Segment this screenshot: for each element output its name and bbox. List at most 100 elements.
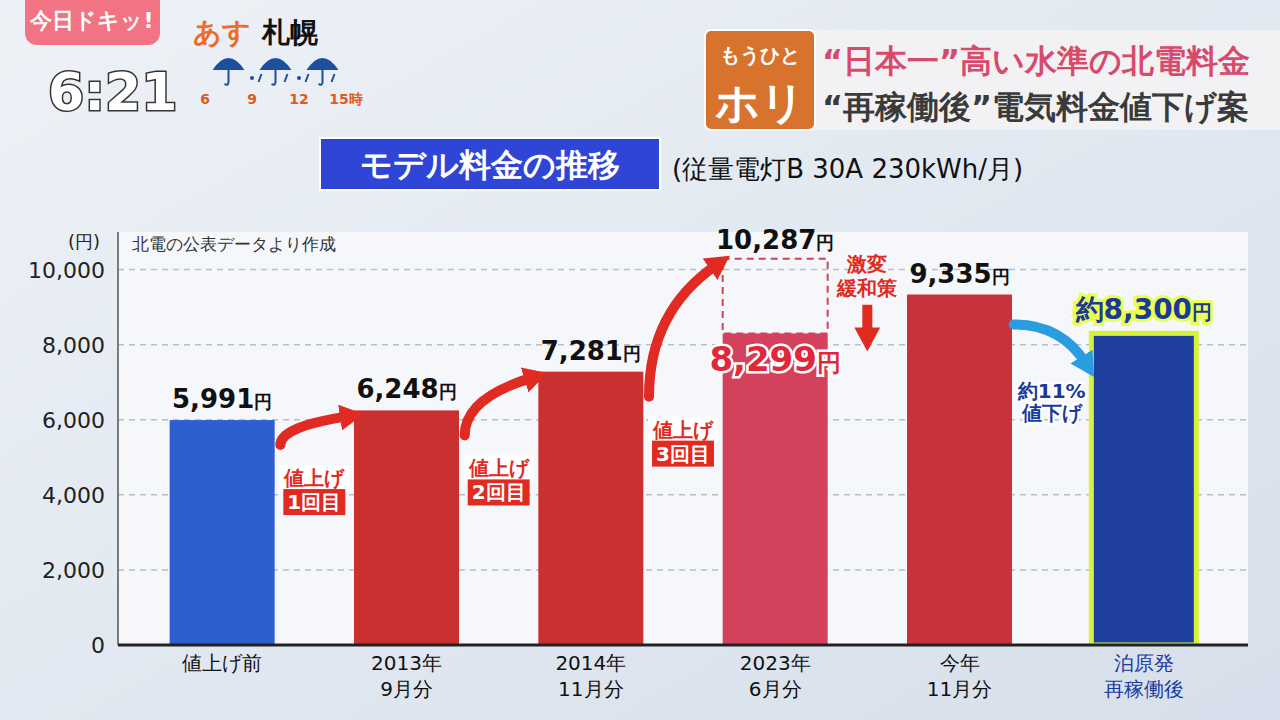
annotation-box xyxy=(468,479,530,505)
grid-line xyxy=(118,569,1248,571)
x-tick-line: 2013年 xyxy=(371,651,442,675)
umbrella-handle xyxy=(225,70,229,85)
annotation-text: 1回目 xyxy=(287,490,341,514)
y-tick-label: 2,000 xyxy=(42,558,105,583)
data-label-unit: 円 xyxy=(817,349,841,377)
rain xyxy=(259,74,288,82)
annotation-box xyxy=(648,417,718,443)
dot xyxy=(250,76,254,80)
corner-box xyxy=(705,30,815,130)
y-tick-label: 0 xyxy=(91,633,105,658)
headline-box xyxy=(815,30,1280,130)
annotation-text: 約11% xyxy=(1017,379,1086,403)
weather-icon xyxy=(306,58,339,85)
annotation-text: 激変 xyxy=(846,252,887,276)
data-label: 約8,300円 xyxy=(1075,293,1213,326)
x-tick-line: 2014年 xyxy=(555,651,626,675)
dashed-bar xyxy=(723,259,828,334)
logo: 今日ドキッ! xyxy=(29,8,153,33)
title: モデル料金の推移 xyxy=(360,146,620,184)
x-axis xyxy=(118,644,1248,647)
headline: “再稼働後”電気料金値下げ案 xyxy=(822,88,1249,126)
bar xyxy=(723,333,828,645)
x-tick-label: 2014年11月分 xyxy=(555,651,626,701)
weather-icon xyxy=(259,58,292,85)
umbrella xyxy=(307,58,339,70)
data-label-number: 10,287 xyxy=(716,225,816,255)
weather-hour: 12 xyxy=(289,91,308,107)
source: 北電の公表データより作成 xyxy=(132,234,336,254)
x-tick-line: 値上げ前 xyxy=(182,651,262,675)
time: 6:21 xyxy=(48,62,177,122)
annotation-box xyxy=(464,455,534,481)
data-label-unit: 円 xyxy=(992,266,1010,287)
data-label-number: 5,991 xyxy=(172,384,254,414)
y-tick-label: 6,000 xyxy=(42,408,105,433)
data-label-unit: 円 xyxy=(254,391,272,412)
y-tick-label: 10,000 xyxy=(28,258,105,283)
data-label: 7,281円 xyxy=(541,336,641,366)
weather-icon xyxy=(213,58,245,85)
data-label-unit: 円 xyxy=(623,343,641,364)
weather-hour: 6 xyxy=(200,91,210,107)
annotation-text: 値上げ xyxy=(283,466,345,490)
x-tick-line: 6月分 xyxy=(749,677,802,701)
data-label-number: 7,281 xyxy=(541,336,623,366)
annotation-text: 値上げ xyxy=(652,418,714,442)
weather-day: あす xyxy=(193,16,251,49)
x-tick-line: 9月分 xyxy=(380,677,433,701)
bar xyxy=(907,295,1012,645)
dot xyxy=(297,76,301,80)
rain xyxy=(306,74,335,82)
data-label-unit: 円 xyxy=(439,381,457,402)
annotation: 値上げ1回目 xyxy=(279,416,349,515)
data-label-number: 約8,300 xyxy=(1075,293,1193,326)
weather-hour: 15時 xyxy=(329,91,362,107)
annotation-box xyxy=(283,489,345,515)
annotation: 激変緩和策 xyxy=(836,252,897,336)
x-tick-label: 2013年9月分 xyxy=(371,651,442,701)
annotation-box xyxy=(652,441,714,467)
x-tick-line: 2023年 xyxy=(740,651,811,675)
corner-label: もうひと xyxy=(720,43,800,67)
annotation: 値上げ3回目 xyxy=(648,265,718,467)
x-tick-line: 11月分 xyxy=(927,677,992,701)
bars xyxy=(170,259,1197,645)
x-tick-label: 2023年6月分 xyxy=(740,651,811,701)
x-tick-line: 今年 xyxy=(940,651,980,675)
x-tick-line: 11月分 xyxy=(558,677,623,701)
title-box xyxy=(320,138,660,190)
annotation-text: 2回目 xyxy=(472,480,526,504)
data-label: 8,299円 xyxy=(709,339,841,379)
logo-box xyxy=(25,0,160,45)
bar xyxy=(1091,333,1196,645)
umbrella-handle xyxy=(319,70,323,85)
subtitle: (従量電灯B 30A 230kWh/月) xyxy=(672,154,1023,184)
umbrella-handle xyxy=(272,70,276,85)
grid-line xyxy=(118,269,1248,271)
corner-label: ホリ xyxy=(715,77,805,128)
arrow xyxy=(1014,325,1086,364)
x-tick-label: 泊原発再稼働後 xyxy=(1104,651,1184,701)
headline: “日本一”高い水準の北電料金 xyxy=(822,42,1250,80)
data-label: 9,335円 xyxy=(909,259,1009,289)
y-tick-label: 8,000 xyxy=(42,333,105,358)
arrow xyxy=(862,305,872,336)
annotation-text: 3回目 xyxy=(656,442,710,466)
grid-line xyxy=(118,644,1248,646)
umbrella xyxy=(213,58,245,70)
x-tick-line: 泊原発 xyxy=(1114,651,1174,675)
x-tick-line: 再稼働後 xyxy=(1104,677,1184,701)
annotation: 約11%値下げ xyxy=(1014,325,1086,426)
data-label-unit: 円 xyxy=(1192,301,1212,324)
bar xyxy=(538,372,643,645)
annotation: 値上げ2回目 xyxy=(464,378,534,506)
annotation-box xyxy=(279,465,349,491)
weather-hour: 9 xyxy=(247,91,257,107)
data-label-number: 6,248 xyxy=(356,374,438,404)
x-tick-label: 今年11月分 xyxy=(927,651,992,701)
arrow xyxy=(465,378,533,436)
y-axis xyxy=(117,232,119,645)
data-label: 5,991円 xyxy=(172,384,272,414)
annotation-text: 値下げ xyxy=(1021,401,1083,425)
